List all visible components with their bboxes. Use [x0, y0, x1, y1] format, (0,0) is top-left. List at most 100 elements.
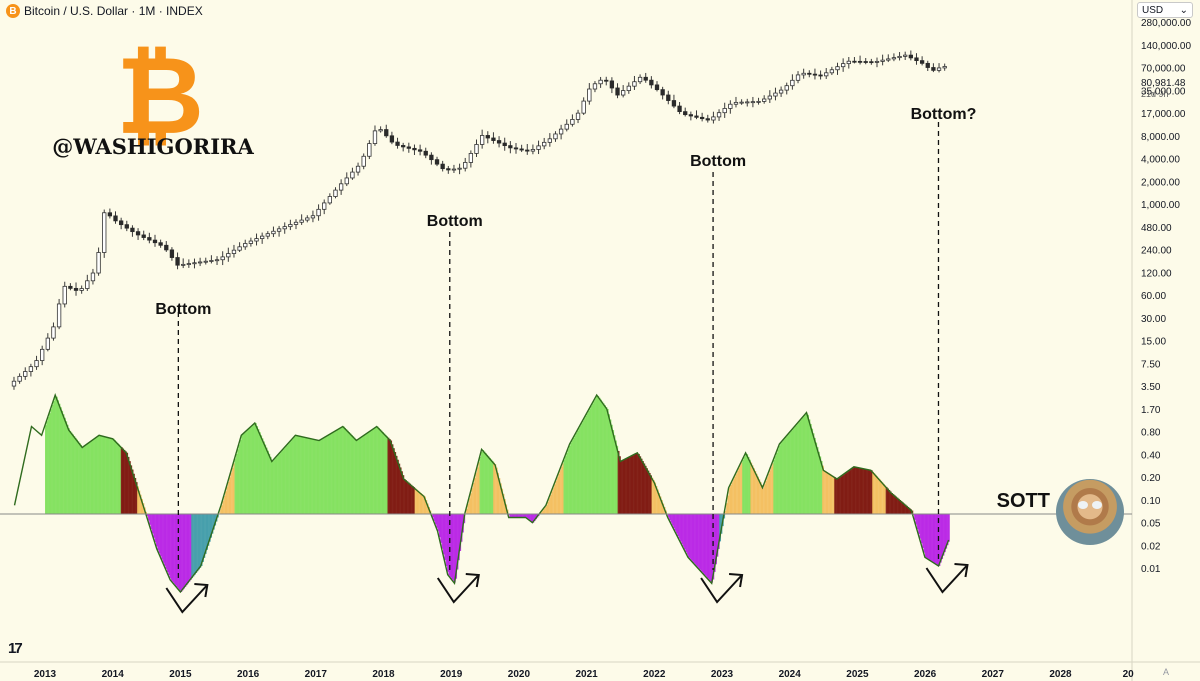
- time-tick-label: 2024: [779, 669, 802, 680]
- sott-fill-strip: [889, 491, 892, 514]
- time-tick-label: 2014: [102, 669, 125, 680]
- sott-fill-strip: [58, 403, 61, 514]
- sott-fill-strip: [141, 498, 143, 514]
- sott-fill-strip: [789, 432, 792, 514]
- sott-fill-strip: [183, 514, 185, 589]
- sott-fill-strip: [629, 456, 632, 514]
- sott-fill-strip: [46, 421, 49, 514]
- sott-fill-strip: [845, 473, 847, 514]
- sott-fill-strip: [181, 514, 184, 591]
- time-tick-label: 2019: [440, 669, 463, 680]
- candle-up: [192, 262, 197, 265]
- sott-fill-strip: [882, 483, 885, 514]
- candle-up: [243, 243, 248, 248]
- auto-scale-button[interactable]: A: [1163, 667, 1170, 677]
- sott-fill-strip: [474, 477, 476, 514]
- sott-fill-strip: [535, 514, 537, 520]
- sott-fill-strip: [881, 482, 884, 514]
- sott-fill-strip: [45, 425, 47, 514]
- sott-fill-strip: [880, 480, 883, 514]
- candle-down: [401, 145, 406, 148]
- sott-fill-strip: [277, 454, 280, 514]
- sott-fill-strip: [758, 479, 761, 514]
- sott-fill-strip: [168, 514, 171, 576]
- sott-fill-strip: [249, 427, 252, 514]
- sott-fill-strip: [237, 449, 240, 514]
- sott-fill-strip: [869, 469, 872, 514]
- sott-fill-strip: [604, 405, 606, 514]
- sott-fill-strip: [166, 514, 169, 573]
- sott-fill-strip: [859, 468, 862, 514]
- sott-fill-strip: [176, 514, 179, 588]
- sott-fill-strip: [532, 514, 535, 523]
- sott-fill-strip: [294, 436, 296, 514]
- candle-up: [542, 141, 547, 147]
- sott-fill-strip: [112, 438, 115, 514]
- sott-fill-strip: [785, 436, 788, 514]
- sott-fill-strip: [893, 495, 896, 514]
- time-tick-label: 20: [1123, 669, 1135, 680]
- sott-fill-strip: [771, 463, 774, 514]
- bitcoin-symbol: ₿: [116, 34, 204, 159]
- sott-fill-strip: [740, 462, 743, 514]
- candle-up: [451, 168, 457, 171]
- sott-fill-strip: [88, 443, 91, 514]
- sott-fill-strip: [521, 514, 524, 518]
- sott-fill-strip: [748, 459, 751, 514]
- sott-fill-strip: [222, 500, 225, 514]
- sott-fill-strip: [296, 435, 299, 514]
- candle-up: [936, 67, 942, 71]
- sott-fill-strip: [713, 514, 716, 572]
- sott-fill-strip: [272, 460, 275, 514]
- candle-up: [880, 59, 885, 62]
- sott-fill-strip: [238, 444, 241, 514]
- sott-fill-strip: [885, 486, 888, 514]
- sott-fill-strip: [252, 425, 254, 514]
- symbol-title: Bitcoin / U.S. Dollar · 1M · INDEX: [24, 4, 203, 18]
- sott-fill-strip: [805, 413, 808, 514]
- sott-fill-strip: [834, 477, 837, 514]
- candle-up: [316, 208, 321, 217]
- sott-fill-strip: [107, 437, 110, 514]
- candle-down: [135, 231, 141, 236]
- symbol-header[interactable]: B Bitcoin / U.S. Dollar · 1M · INDEX: [6, 3, 203, 19]
- candle-down: [654, 84, 660, 91]
- sott-fill-strip: [490, 459, 493, 514]
- sott-fill-strip: [586, 413, 589, 514]
- sott-fill-strip: [245, 431, 248, 514]
- sott-fill-strip: [380, 430, 383, 514]
- sott-fill-strip: [375, 427, 378, 514]
- sott-fill-strip: [709, 514, 712, 582]
- sott-fill-strip: [405, 480, 407, 514]
- sott-fill-strip: [325, 436, 328, 514]
- author-avatar: [1056, 479, 1124, 545]
- sott-fill-strip: [248, 429, 250, 514]
- sott-fill-strip: [544, 507, 547, 514]
- sott-fill-strip: [847, 471, 850, 514]
- sott-fill-strip: [156, 514, 158, 547]
- sott-fill-strip: [766, 477, 769, 514]
- candle-up: [220, 256, 225, 261]
- candle-up: [942, 66, 947, 69]
- sott-fill-strip: [743, 456, 746, 514]
- sott-fill-strip: [862, 468, 865, 514]
- candle-up: [626, 85, 631, 92]
- sott-fill-strip: [803, 416, 805, 514]
- sott-fill-strip: [147, 514, 150, 521]
- sott-fill-strip: [816, 447, 819, 514]
- candle-down: [671, 100, 677, 107]
- sott-fill-strip: [612, 430, 615, 514]
- candle-down: [118, 220, 124, 226]
- sott-fill-strip: [662, 503, 665, 514]
- sott-fill-strip: [800, 419, 803, 514]
- sott-fill-strip: [732, 479, 735, 514]
- sott-fill-strip: [830, 474, 833, 514]
- sott-fill-strip: [242, 434, 245, 514]
- candle-up: [745, 101, 750, 104]
- candle-up: [11, 380, 17, 387]
- sott-fill-strip: [562, 463, 564, 514]
- currency-selector[interactable]: USD ⌄: [1137, 2, 1193, 18]
- candle-up: [790, 79, 795, 87]
